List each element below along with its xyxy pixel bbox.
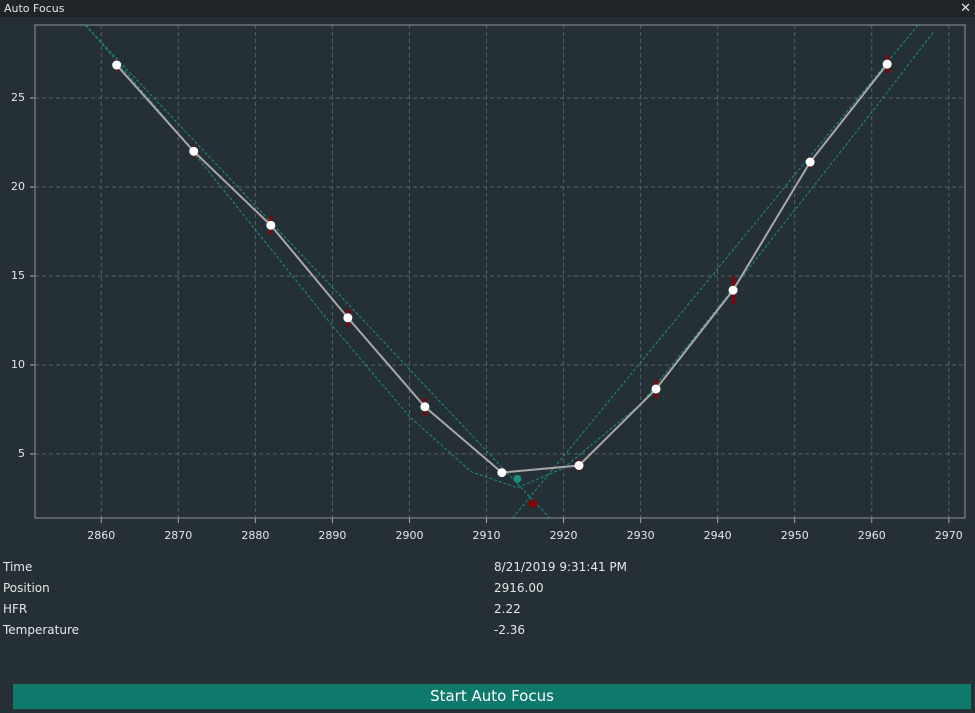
info-value: 2.22 — [494, 602, 521, 616]
x-tick-label: 2870 — [164, 529, 192, 542]
chart: 2860 2870 2880 2890 2900 2910 2920 2930 2940 2950… — [11, 24, 966, 542]
x-tick-label: 2880 — [241, 529, 269, 542]
info-label: Position — [3, 581, 50, 595]
x-tick-label: 2970 — [935, 529, 963, 542]
fit-line — [84, 25, 551, 518]
info-value: -2.36 — [494, 623, 526, 637]
info-label: HFR — [3, 602, 28, 616]
y-tick-label: 25 — [11, 91, 25, 104]
data-point — [651, 384, 661, 394]
data-point — [882, 59, 892, 69]
x-tick-label: 2860 — [87, 529, 115, 542]
info-label: Time — [3, 560, 33, 574]
info-label: Temperature — [3, 623, 80, 637]
x-tick-label: 2910 — [473, 529, 501, 542]
plot-frame — [34, 24, 966, 519]
close-button[interactable]: ✕ — [960, 1, 971, 16]
data-point — [574, 460, 584, 470]
x-tick-label: 2930 — [627, 529, 655, 542]
fit-line — [512, 25, 919, 518]
data-point — [266, 220, 276, 230]
x-tick-label: 2920 — [550, 529, 578, 542]
data-point — [112, 60, 122, 70]
y-tick-label: 5 — [18, 447, 25, 460]
x-tick-label: 2890 — [318, 529, 346, 542]
x-tick-label: 2940 — [704, 529, 732, 542]
y-tick-label: 10 — [11, 358, 25, 371]
focus-point — [527, 498, 538, 509]
window-title: Auto Focus — [4, 2, 65, 15]
info-value: 8/21/2019 9:31:41 PM — [494, 560, 628, 574]
data-point — [805, 157, 815, 167]
start-button[interactable]: Start Auto Focus — [13, 684, 971, 709]
x-tick-label: 2960 — [858, 529, 886, 542]
x-tick-label: 2900 — [395, 529, 423, 542]
y-tick-label: 20 — [11, 180, 25, 193]
x-tick-label: 2950 — [781, 529, 809, 542]
data-point — [728, 285, 738, 295]
data-point — [497, 468, 507, 478]
fit-minimum — [513, 474, 522, 483]
plot — [84, 25, 934, 518]
info-value: 2916.00 — [494, 581, 544, 595]
fit-line — [85, 25, 934, 489]
data-point — [189, 146, 199, 156]
y-tick-label: 15 — [11, 269, 25, 282]
data-point — [420, 402, 430, 412]
data-point — [343, 313, 353, 323]
title-bar: Auto Focus ✕ — [0, 0, 975, 17]
measure-line — [115, 63, 888, 474]
